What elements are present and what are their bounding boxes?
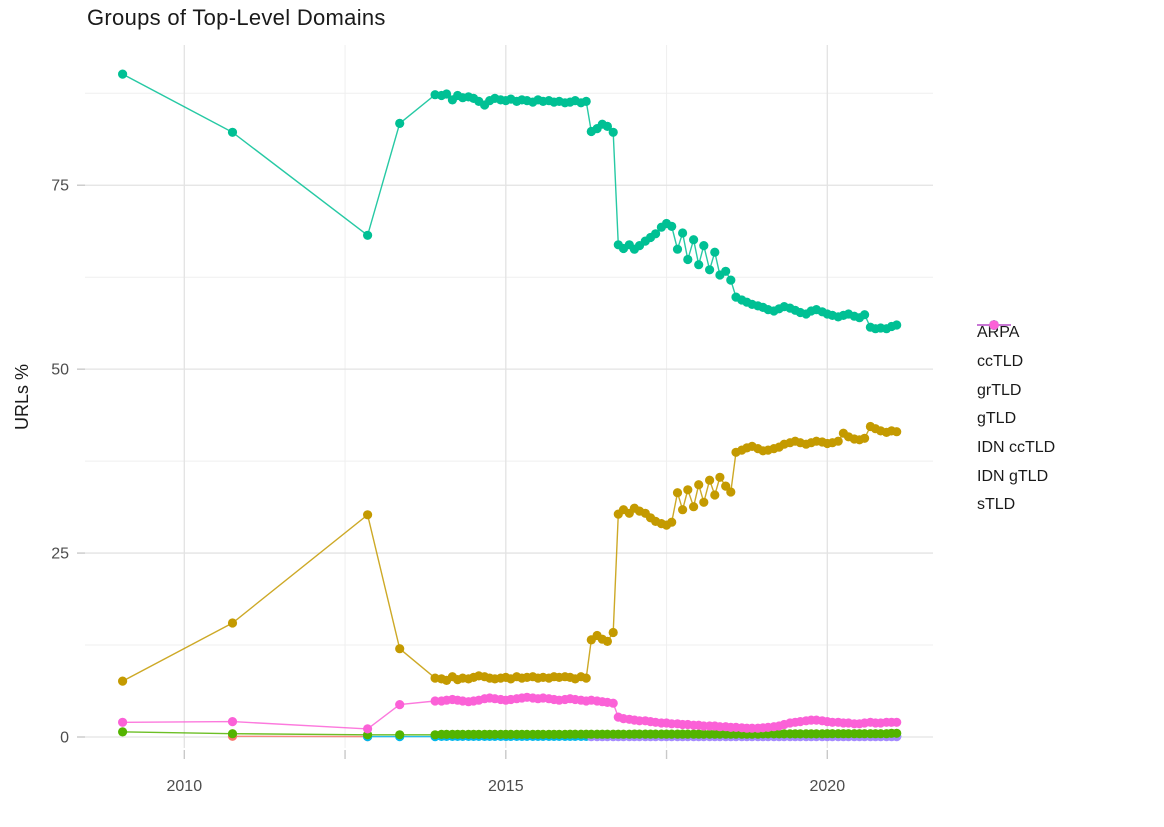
series-point-gTLD [395,118,405,128]
series-point-ccTLD [860,433,870,443]
series-point-ccTLD [833,436,843,446]
series-point-gTLD [726,275,736,285]
series-point-grTLD [227,729,238,739]
x-tick-label: 2015 [488,778,524,795]
series-point-ccTLD [689,502,699,512]
y-tick-label: 75 [51,178,69,195]
series-point-ccTLD [581,673,591,683]
series-point-gTLD [651,229,661,239]
series-point-gTLD [721,266,731,276]
series-point-gTLD [694,260,704,270]
series-point-sTLD [395,700,405,710]
series-point-sTLD [227,717,238,727]
y-tick-label: 50 [51,362,69,379]
series-point-gTLD [699,241,709,251]
series-point-ccTLD [694,480,704,490]
legend-label: ARPA [977,324,1020,342]
legend-key-dot [989,320,999,330]
series-point-ccTLD [667,517,677,527]
series-point-gTLD [667,221,677,231]
series-point-ccTLD [672,488,683,498]
legend-key-icon [977,320,1011,330]
legend: ARPA ccTLD grTLD gTLD IDN ccTLD IDN gTLD sTLD [977,319,1055,520]
series-point-ccTLD [227,618,238,628]
series-line-ccTLD [122,425,897,682]
series-point-gTLD [581,96,591,106]
legend-item-grTLD: grTLD [977,320,1055,405]
series-point-ccTLD [726,487,736,497]
series-point-grTLD [395,730,405,740]
series-point-gTLD [689,235,699,245]
series-point-gTLD [678,228,688,238]
series-point-gTLD [710,247,720,257]
series-point-ccTLD [892,427,902,437]
series-point-ccTLD [363,510,373,520]
series-point-sTLD [430,696,440,706]
series-point-gTLD [363,230,373,240]
x-tick-label: 2010 [167,778,203,795]
chart-title: Groups of Top-Level Domains [87,5,386,30]
legend-label: IDN ccTLD [977,439,1056,457]
series-point-ccTLD [678,505,688,515]
series-point-gTLD [672,244,683,254]
series-point-sTLD [118,717,128,727]
series-point-grTLD [118,727,128,737]
y-tick-label: 0 [60,730,69,747]
series-point-gTLD [118,69,128,79]
legend-label: ccTLD [977,353,1024,371]
legend-item-IDN-gTLD: IDN gTLD [977,320,1055,491]
series-point-gTLD [860,310,870,320]
series-point-gTLD [442,89,452,99]
series-point-gTLD [602,121,613,131]
x-tick-label: 2020 [810,778,846,795]
series-point-gTLD [683,254,693,265]
series-line-gTLD [122,73,897,330]
legend-label: sTLD [977,496,1016,514]
legend-item-IDN-ccTLD: IDN ccTLD [977,320,1056,463]
series-point-ccTLD [602,636,613,647]
series-point-ccTLD [683,485,693,495]
series-point-ccTLD [118,676,128,686]
series-point-gTLD [227,127,238,137]
legend-label: IDN gTLD [977,467,1049,485]
legend-label: grTLD [977,381,1022,399]
series-point-ccTLD [699,497,709,507]
series-point-sTLD [892,717,902,727]
series-point-ccTLD [705,475,715,485]
legend-label: gTLD [977,410,1017,428]
series-point-ccTLD [395,644,405,654]
series-point-gTLD [892,320,902,330]
y-tick-label: 25 [51,546,69,563]
series-point-sTLD [363,724,373,734]
series-point-ccTLD [710,490,720,500]
legend-item-ccTLD: ccTLD [977,320,1055,377]
series-point-ccTLD [608,627,618,638]
series-point-ccTLD [715,472,725,482]
series-point-gTLD [705,265,715,275]
legend-item-sTLD: sTLD [977,320,1055,520]
series-point-grTLD [892,728,902,738]
series-point-gTLD [608,127,618,137]
legend-item-gTLD: gTLD [977,320,1055,434]
series-point-sTLD [608,698,618,708]
